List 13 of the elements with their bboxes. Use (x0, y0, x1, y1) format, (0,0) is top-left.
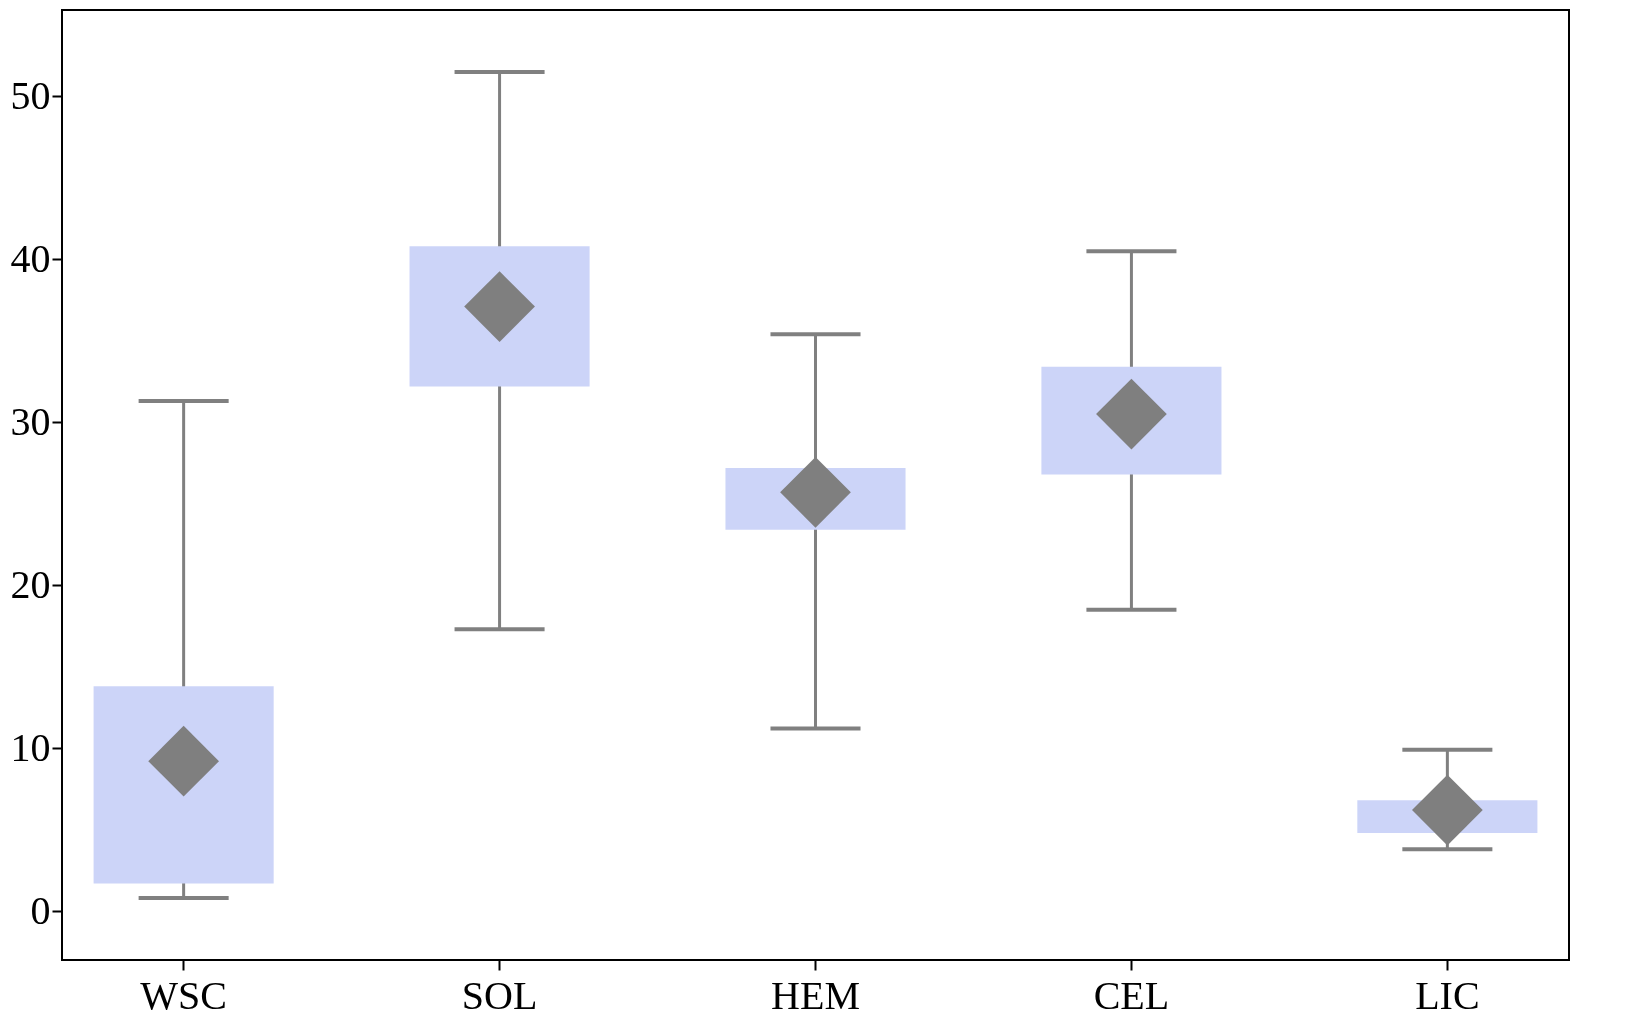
y-tick-label: 20 (10, 561, 51, 607)
x-tick-label: SOL (461, 972, 538, 1018)
y-tick-label: 0 (30, 887, 51, 933)
x-tick-label: WSC (140, 972, 227, 1018)
x-tick-label: LIC (1415, 972, 1480, 1018)
x-tick-label: CEL (1093, 972, 1170, 1018)
y-tick-label: 10 (10, 724, 51, 770)
point (780, 456, 851, 528)
y-tick-label: 50 (10, 72, 51, 118)
x-tick-label: HEM (771, 972, 860, 1018)
point (1412, 774, 1483, 846)
y-tick-label: 30 (10, 398, 51, 444)
y-tick-label: 40 (10, 235, 51, 281)
